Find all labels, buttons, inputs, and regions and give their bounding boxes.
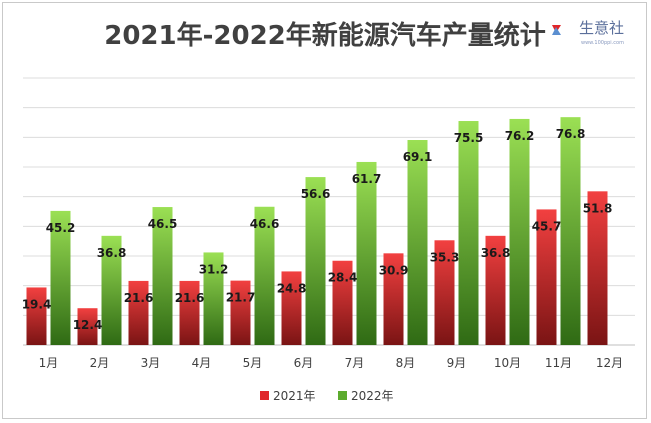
- data-labels-group: 19.4 12.4 21.6 21.6 21.7 24.8 28.4 30.9 35.3 36.8…: [22, 127, 613, 332]
- legend: 2021年 2022年: [260, 389, 394, 403]
- bar-series2-7: [356, 161, 377, 345]
- data-label-series1-10: 36.8: [481, 246, 511, 260]
- legend-swatch: [338, 391, 347, 400]
- bar-series1-10: [485, 235, 506, 345]
- bar-series2-8: [407, 140, 428, 345]
- data-label-series1-12: 51.8: [583, 201, 613, 215]
- bar-series1-4: [179, 280, 200, 345]
- bar-series2-2: [101, 235, 122, 345]
- bar-series1-6: [281, 271, 302, 345]
- data-label-series1-11: 45.7: [532, 219, 562, 233]
- data-label-series2-4: 31.2: [199, 262, 229, 276]
- data-label-series1-1: 19.4: [22, 297, 52, 311]
- data-label-series2-6: 56.6: [301, 187, 331, 201]
- data-label-series2-1: 45.2: [46, 221, 76, 235]
- data-label-series2-11: 76.8: [556, 127, 586, 141]
- bar-series1-9: [434, 240, 455, 345]
- bar-series2-6: [305, 177, 326, 345]
- watermark-subtext: www.100ppi.com: [581, 40, 624, 46]
- chart-frame: 2021年-2022年新能源汽车产量统计 生意社 www.100ppi.com …: [2, 2, 647, 419]
- watermark-icon: [552, 25, 561, 35]
- bar-series2-5: [254, 206, 275, 345]
- bar-series2-9: [458, 121, 479, 346]
- bars-group: [26, 117, 608, 346]
- legend-label: 2021年: [273, 389, 316, 403]
- data-label-series1-2: 12.4: [73, 318, 103, 332]
- x-tick-label: 11月: [545, 356, 572, 370]
- watermark-text: 生意社: [579, 19, 624, 37]
- chart-title: 2021年-2022年新能源汽车产量统计: [104, 20, 546, 51]
- legend-label: 2022年: [351, 389, 394, 403]
- bar-series2-10: [509, 118, 530, 345]
- data-label-series1-4: 21.6: [175, 291, 205, 305]
- legend-swatch: [260, 391, 269, 400]
- data-label-series2-8: 69.1: [403, 150, 433, 164]
- bar-series1-12: [587, 191, 608, 345]
- watermark-logo: 生意社 www.100ppi.com: [552, 19, 624, 46]
- bar-series1-8: [383, 253, 404, 345]
- data-label-series1-6: 24.8: [277, 281, 307, 295]
- x-tick-label: 7月: [345, 356, 365, 370]
- x-tick-label: 2月: [90, 356, 110, 370]
- data-label-series2-7: 61.7: [352, 172, 382, 186]
- x-tick-label: 8月: [396, 356, 416, 370]
- data-label-series2-5: 46.6: [250, 217, 280, 231]
- bar-series2-3: [152, 207, 173, 345]
- bar-series2-11: [560, 117, 581, 345]
- x-tick-label: 3月: [141, 356, 161, 370]
- data-label-series1-7: 28.4: [328, 271, 358, 285]
- data-label-series2-10: 76.2: [505, 129, 535, 143]
- bar-series2-4: [203, 252, 224, 345]
- data-label-series1-5: 21.7: [226, 291, 256, 305]
- data-label-series2-3: 46.5: [148, 217, 178, 231]
- x-tick-label: 10月: [494, 356, 521, 370]
- x-tick-labels: 1月 2月 3月 4月 5月 6月 7月 8月 9月 10月 11月 12月: [39, 356, 623, 370]
- x-tick-label: 6月: [294, 356, 314, 370]
- data-label-series2-9: 75.5: [454, 131, 484, 145]
- bar-series1-7: [332, 260, 353, 345]
- gridlines: [23, 77, 635, 316]
- x-tick-label: 4月: [192, 356, 212, 370]
- bar-series1-2: [77, 308, 98, 345]
- bar-series1-11: [536, 209, 557, 345]
- data-label-series1-3: 21.6: [124, 291, 154, 305]
- data-label-series1-8: 30.9: [379, 263, 409, 277]
- x-tick-label: 5月: [243, 356, 263, 370]
- bar-series1-3: [128, 280, 149, 345]
- bar-series1-5: [230, 280, 251, 345]
- chart-canvas: 2021年-2022年新能源汽车产量统计 生意社 www.100ppi.com …: [22, 19, 635, 403]
- x-tick-label: 12月: [596, 356, 623, 370]
- bar-series1-1: [26, 287, 47, 345]
- bar-series2-1: [50, 210, 71, 345]
- data-label-series2-2: 36.8: [97, 246, 127, 260]
- x-tick-label: 1月: [39, 356, 59, 370]
- x-tick-label: 9月: [447, 356, 467, 370]
- data-label-series1-9: 35.3: [430, 250, 460, 264]
